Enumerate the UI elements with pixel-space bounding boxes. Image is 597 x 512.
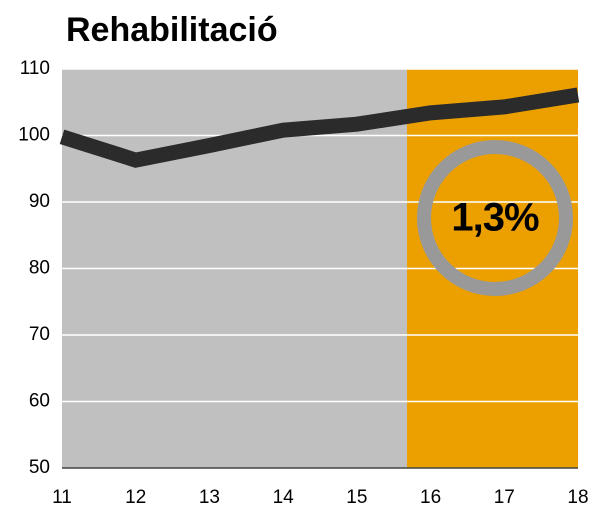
y-tick-label: 100: [18, 125, 50, 146]
annotation-ring: [417, 140, 573, 296]
x-tick-label: 15: [346, 487, 367, 508]
y-tick-label: 50: [29, 457, 50, 478]
y-tick-label: 60: [29, 391, 50, 412]
y-tick-label: 70: [29, 324, 50, 345]
x-tick-label: 18: [567, 487, 588, 508]
chart-title: Rehabilitació: [66, 11, 278, 49]
annotation-label: 1,3%: [451, 196, 539, 240]
x-tick-label: 12: [125, 487, 146, 508]
x-tick-label: 14: [273, 487, 295, 508]
y-tick-label: 110: [20, 58, 50, 79]
y-tick-label: 90: [29, 191, 50, 212]
x-tick-label: 13: [199, 487, 220, 508]
line-series: [59, 87, 580, 168]
x-tick-label: 17: [494, 487, 515, 508]
y-tick-label: 80: [29, 258, 50, 279]
x-tick-label: 16: [420, 487, 441, 508]
x-tick-label: 11: [52, 487, 72, 508]
